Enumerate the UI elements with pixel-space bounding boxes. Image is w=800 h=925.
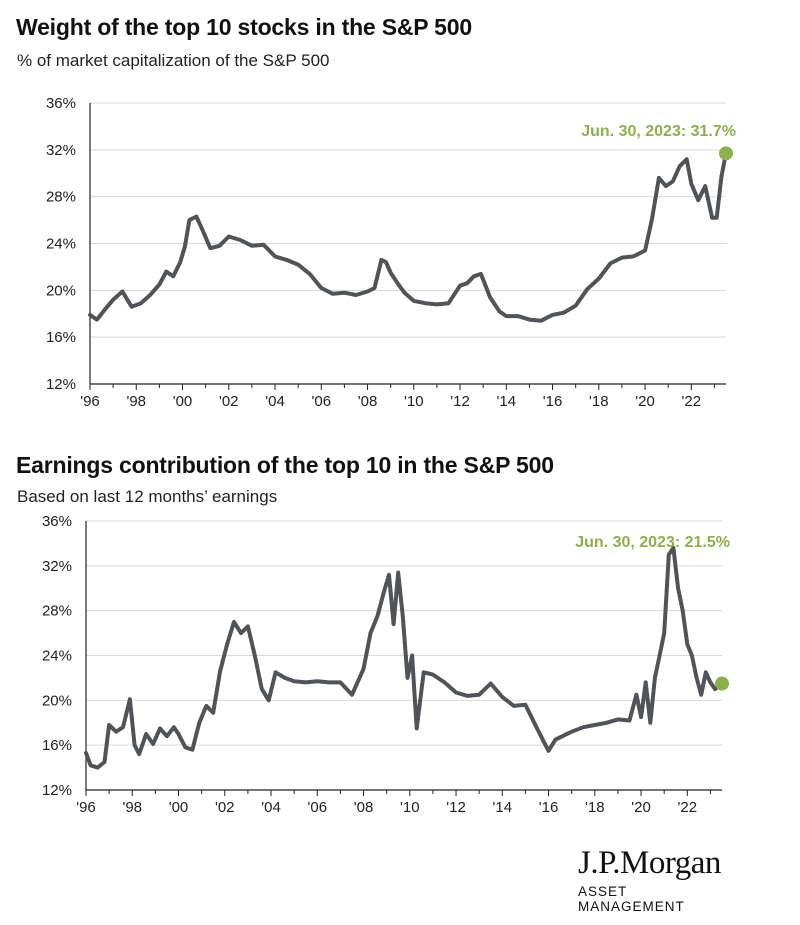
chart-title: Earnings contribution of the top 10 in t…	[16, 452, 554, 478]
x-tick-label: '14	[497, 393, 517, 410]
x-tick-label: '06	[311, 393, 331, 410]
chart-weight-top10: Weight of the top 10 stocks in the S&P 5…	[0, 0, 800, 440]
y-tick-label: 36%	[46, 95, 76, 112]
endpoint-marker	[719, 146, 733, 161]
y-tick-label: 32%	[46, 142, 76, 159]
x-tick-label: '04	[265, 393, 285, 410]
x-tick-label: '96	[76, 799, 96, 816]
x-tick-label: '20	[635, 393, 655, 410]
x-tick-label: '02	[215, 799, 235, 816]
y-tick-label: 28%	[46, 189, 76, 206]
y-tick-label: 20%	[42, 692, 72, 709]
y-tick-label: 20%	[46, 282, 76, 299]
x-tick-label: '12	[450, 393, 470, 410]
y-tick-label: 32%	[42, 558, 72, 575]
x-tick-label: '22	[678, 799, 698, 816]
y-tick-label: 16%	[46, 329, 76, 346]
logo-wordmark: J.P.Morgan	[578, 845, 721, 881]
logo-subtitle: ASSET MANAGEMENT	[578, 884, 685, 914]
y-tick-label: 24%	[42, 648, 72, 665]
x-tick-label: '98	[126, 393, 146, 410]
jpmorgan-logo: J.P.Morgan ASSET MANAGEMENT	[578, 846, 738, 914]
x-tick-label: '00	[173, 393, 193, 410]
x-tick-label: '02	[219, 393, 239, 410]
x-tick-label: '14	[493, 799, 513, 816]
y-tick-label: 12%	[42, 782, 72, 799]
chart-earnings-top10: Earnings contribution of the top 10 in t…	[0, 448, 800, 828]
y-tick-label: 16%	[42, 737, 72, 754]
x-tick-label: '18	[589, 393, 609, 410]
x-tick-label: '16	[543, 393, 563, 410]
endpoint-annotation: Jun. 30, 2023: 31.7%	[581, 123, 736, 140]
y-tick-label: 36%	[42, 513, 72, 530]
x-tick-label: '18	[585, 799, 605, 816]
line-plot-weight: 12% 16% 20% 24% 28% 32% 36% '96 '98 '00 '02 '04 '06 '…	[46, 95, 736, 410]
x-tick-label: '08	[358, 393, 378, 410]
y-tick-label: 12%	[46, 376, 76, 393]
x-tick-label: '04	[261, 799, 281, 816]
endpoint-annotation: Jun. 30, 2023: 21.5%	[575, 534, 730, 551]
y-tick-label: 28%	[42, 603, 72, 620]
x-tick-label: '20	[631, 799, 651, 816]
x-tick-label: '00	[169, 799, 189, 816]
x-tick-label: '98	[122, 799, 142, 816]
series-line	[84, 545, 724, 770]
x-tick-label: '10	[404, 393, 424, 410]
endpoint-marker	[715, 676, 729, 691]
y-tick-label: 24%	[46, 236, 76, 253]
x-tick-label: '12	[446, 799, 466, 816]
chart-subtitle: Based on last 12 months’ earnings	[17, 487, 278, 506]
x-tick-label: '10	[400, 799, 420, 816]
line-plot-earnings: 12% 16% 20% 24% 28% 32% 36% '96 '98 '00 '02 '04 '06 '…	[42, 513, 730, 816]
x-tick-label: '96	[80, 393, 100, 410]
x-tick-label: '06	[307, 799, 327, 816]
x-tick-label: '08	[354, 799, 374, 816]
series-line	[88, 151, 728, 323]
chart-title: Weight of the top 10 stocks in the S&P 5…	[16, 14, 472, 40]
x-tick-label: '22	[682, 393, 702, 410]
chart-subtitle: % of market capitalization of the S&P 50…	[17, 51, 330, 70]
x-tick-label: '16	[539, 799, 559, 816]
